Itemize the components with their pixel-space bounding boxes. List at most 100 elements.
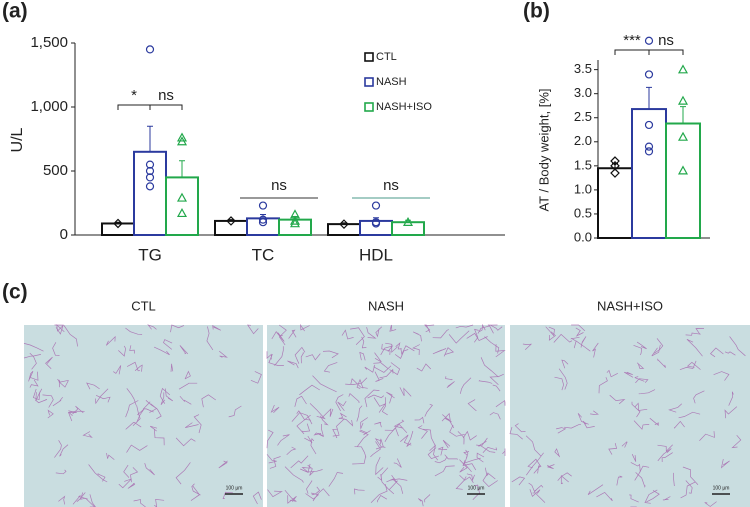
tissue-strand bbox=[478, 380, 493, 384]
tissue-strand bbox=[484, 467, 496, 480]
tissue-strand bbox=[384, 427, 399, 442]
tissue-strand bbox=[133, 499, 146, 507]
tissue-strand bbox=[635, 378, 649, 384]
tissue-strand bbox=[414, 416, 425, 424]
tissue-strand bbox=[463, 457, 481, 473]
tissue-strand bbox=[673, 420, 685, 429]
tissue-strand bbox=[662, 496, 671, 501]
significance-bracket bbox=[648, 49, 684, 55]
tissue-strand bbox=[536, 493, 546, 503]
x-tick-label: TG bbox=[138, 245, 162, 264]
tissue-strand bbox=[366, 327, 377, 339]
tissue-strand bbox=[381, 397, 388, 416]
tissue-strand bbox=[511, 476, 526, 486]
y-tick-label: 3.0 bbox=[574, 85, 592, 100]
x-tick-label: TC bbox=[252, 245, 275, 264]
tissue-strand bbox=[294, 346, 306, 364]
tissue-strand bbox=[106, 453, 115, 460]
tissue-strand bbox=[309, 403, 326, 420]
y-tick-label: 500 bbox=[43, 162, 68, 179]
tissue-strand bbox=[474, 328, 479, 343]
bar bbox=[246, 217, 280, 236]
tissue-strand bbox=[455, 476, 467, 490]
tissue-strand bbox=[638, 389, 656, 395]
tissue-strand bbox=[154, 499, 165, 507]
tissue-strand bbox=[482, 447, 498, 453]
tissue-strand bbox=[286, 446, 297, 455]
tissue-strand bbox=[448, 330, 470, 344]
tissue-strand bbox=[657, 444, 673, 453]
tissue-strand bbox=[373, 361, 389, 370]
data-point bbox=[644, 142, 654, 151]
tissue-strand bbox=[270, 404, 280, 413]
tissue-strand bbox=[88, 464, 108, 483]
tissue-strand bbox=[445, 376, 453, 381]
tissue-strand bbox=[554, 448, 560, 458]
tissue-strand bbox=[394, 349, 409, 359]
tissue-strand bbox=[144, 462, 155, 476]
scale-bar-label: 100 µm bbox=[226, 485, 243, 491]
tissue-strand bbox=[323, 362, 338, 373]
tissue-strand bbox=[466, 473, 475, 482]
tissue-strand bbox=[482, 472, 498, 488]
tissue-strand bbox=[373, 397, 387, 413]
tissue-strands bbox=[266, 323, 506, 507]
tissue-strand bbox=[374, 421, 382, 428]
tissue-strand bbox=[466, 332, 488, 342]
tissue-strand bbox=[381, 343, 391, 355]
tissue-strand bbox=[418, 498, 424, 507]
tissue-strand bbox=[429, 444, 439, 461]
tissue-strand bbox=[634, 376, 645, 382]
tissue-strand bbox=[558, 368, 568, 390]
tissue-strand bbox=[374, 371, 384, 382]
bar bbox=[214, 219, 248, 236]
tissue-strand bbox=[477, 325, 494, 334]
tissue-strand bbox=[564, 423, 582, 429]
tissue-strand bbox=[332, 428, 338, 439]
tissue-strand bbox=[686, 338, 703, 357]
tissue-strand bbox=[296, 414, 311, 435]
tissue-strand bbox=[127, 482, 136, 489]
tissue-strand bbox=[489, 412, 501, 420]
tissue-strand bbox=[375, 326, 383, 338]
tissue-strand bbox=[636, 341, 647, 350]
tissue-strands bbox=[23, 324, 262, 507]
tissue-strand bbox=[462, 430, 477, 441]
scale-bar-label: 100 µm bbox=[713, 485, 730, 491]
tissue-strand bbox=[693, 390, 705, 404]
tissue-strand bbox=[296, 410, 311, 421]
tissue-strand bbox=[170, 324, 185, 333]
tissue-strand bbox=[318, 423, 324, 437]
tissue-strand bbox=[58, 495, 66, 505]
tissue-strand bbox=[699, 431, 715, 442]
tissue-strand bbox=[267, 489, 283, 498]
tissue-strand bbox=[361, 336, 367, 349]
tissue-strand bbox=[424, 494, 431, 503]
y-tick-label: 1,000 bbox=[30, 98, 68, 115]
tissue-strand bbox=[631, 401, 641, 418]
tissue-strand bbox=[556, 427, 567, 434]
tissue-strand bbox=[313, 432, 324, 437]
tissue-strand bbox=[126, 444, 148, 453]
bar bbox=[631, 108, 667, 239]
data-point bbox=[113, 218, 123, 229]
y-tick-label: 2.0 bbox=[574, 133, 592, 148]
tissue-strand bbox=[598, 377, 608, 394]
tissue-strand bbox=[222, 491, 233, 499]
tissue-strand bbox=[661, 452, 673, 463]
data-point bbox=[644, 120, 654, 130]
tissue-strand bbox=[250, 371, 262, 384]
tissue-strand bbox=[118, 345, 126, 357]
tissue-strand bbox=[354, 488, 365, 495]
tissue-strand bbox=[495, 344, 506, 358]
tissue-strand bbox=[278, 324, 287, 346]
tissue-strand bbox=[467, 399, 477, 411]
data-point bbox=[176, 136, 188, 146]
tissue-strand bbox=[449, 424, 465, 437]
tissue-strand bbox=[459, 377, 472, 394]
tissue-strand bbox=[58, 379, 69, 388]
tissue-strand bbox=[502, 448, 506, 456]
tissue-strand bbox=[720, 459, 730, 469]
data-point bbox=[145, 160, 155, 169]
legend-swatch bbox=[364, 52, 374, 62]
